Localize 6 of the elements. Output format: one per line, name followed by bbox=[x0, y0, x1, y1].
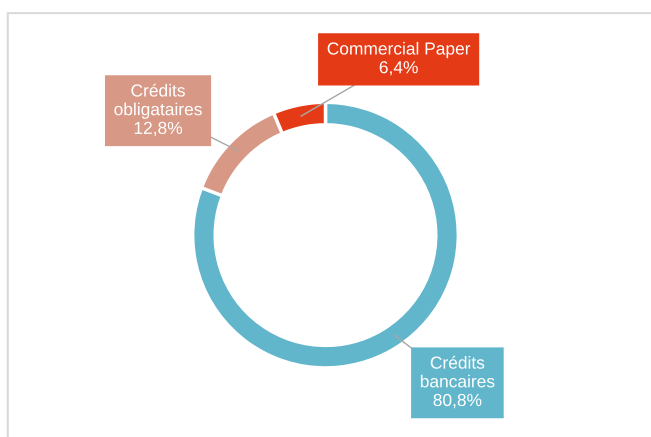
data-label: 12,8% bbox=[134, 122, 182, 136]
data-label: 80,8% bbox=[434, 394, 482, 408]
slice-label: Commercial Paper bbox=[328, 42, 470, 58]
data-label: 6,4% bbox=[380, 61, 418, 76]
slice-label: Crédits obligataires bbox=[114, 84, 202, 119]
slice-label: Crédits bancaires bbox=[420, 356, 494, 388]
